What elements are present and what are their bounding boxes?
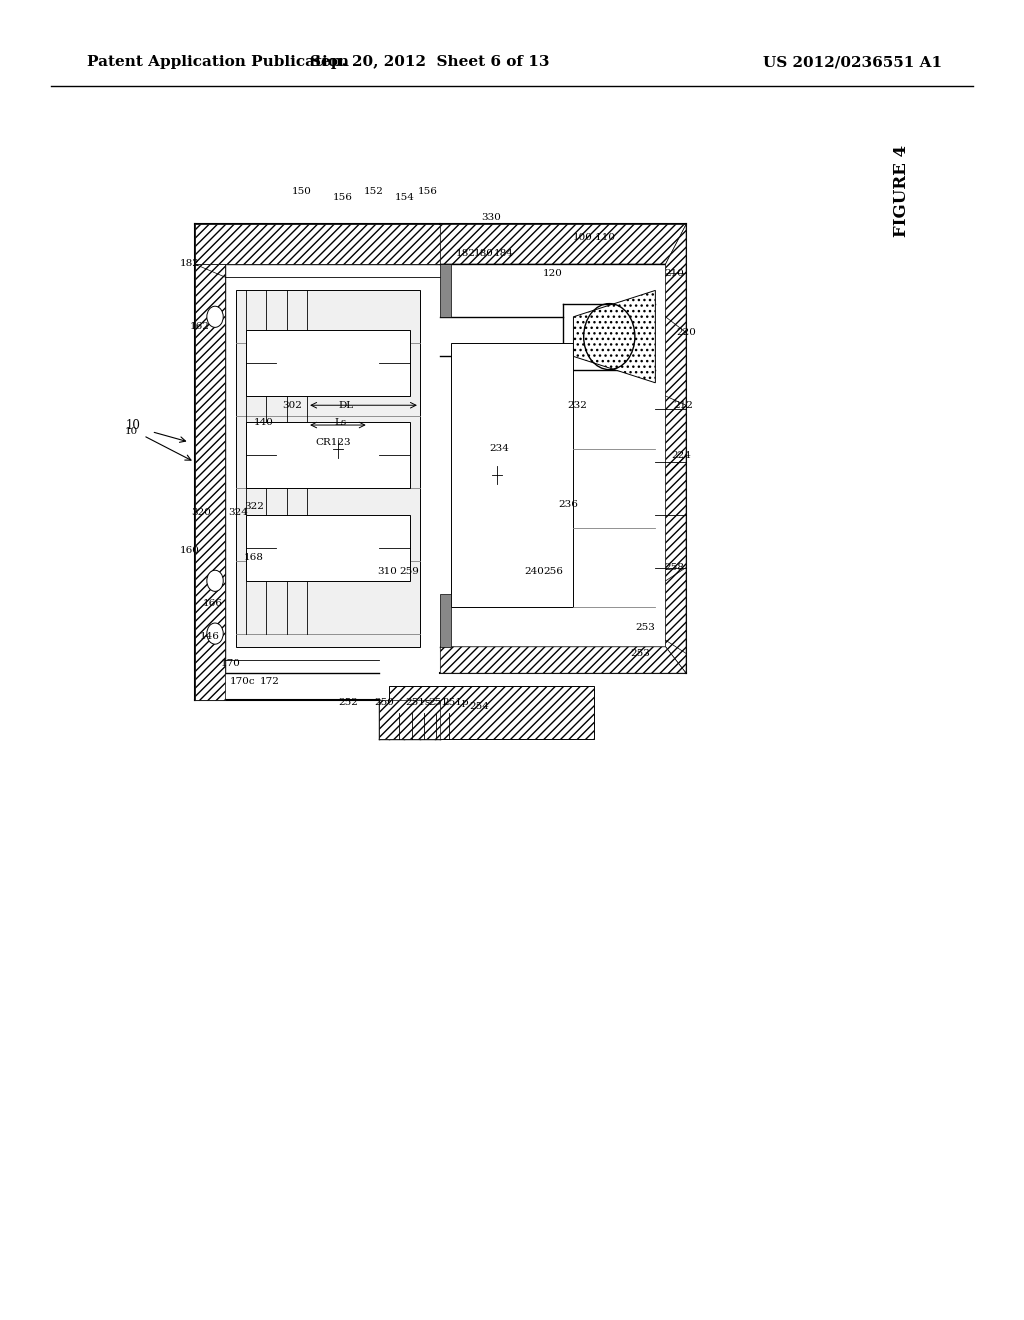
Text: 310: 310 <box>377 568 397 576</box>
Text: 146: 146 <box>200 632 220 640</box>
Text: 253: 253 <box>635 623 655 631</box>
Text: 236: 236 <box>558 500 579 508</box>
Text: 150: 150 <box>292 187 312 195</box>
Polygon shape <box>195 224 440 264</box>
Text: 182: 182 <box>179 260 200 268</box>
Text: 302: 302 <box>282 401 302 409</box>
Text: 10: 10 <box>126 418 140 432</box>
Text: 182: 182 <box>456 249 476 257</box>
Text: 160: 160 <box>179 546 200 554</box>
Text: 162: 162 <box>189 322 210 330</box>
Text: 259: 259 <box>399 568 420 576</box>
Text: Sep. 20, 2012  Sheet 6 of 13: Sep. 20, 2012 Sheet 6 of 13 <box>310 55 550 70</box>
Text: 320: 320 <box>190 508 211 516</box>
Text: 232: 232 <box>567 401 588 409</box>
Bar <box>440 594 451 647</box>
Text: 140: 140 <box>254 418 274 426</box>
Text: 154: 154 <box>394 194 415 202</box>
Bar <box>451 343 573 607</box>
Text: 256: 256 <box>543 568 563 576</box>
Text: 172: 172 <box>259 677 280 685</box>
Text: CR123: CR123 <box>315 438 350 446</box>
Bar <box>246 330 410 396</box>
Text: 180: 180 <box>473 249 494 257</box>
Bar <box>246 422 410 488</box>
Text: 212: 212 <box>673 401 693 409</box>
Circle shape <box>207 306 223 327</box>
Circle shape <box>207 570 223 591</box>
Bar <box>246 515 410 581</box>
Text: 250: 250 <box>374 698 394 706</box>
Text: DL: DL <box>339 401 353 409</box>
Text: 258: 258 <box>664 564 684 572</box>
Polygon shape <box>440 647 686 673</box>
Polygon shape <box>573 290 655 383</box>
Text: 210: 210 <box>664 269 684 277</box>
Bar <box>236 290 420 647</box>
Text: FIGURE 4: FIGURE 4 <box>893 145 909 238</box>
Polygon shape <box>379 700 440 739</box>
Text: 252: 252 <box>338 698 358 706</box>
Text: 253: 253 <box>630 649 650 657</box>
Polygon shape <box>195 264 225 700</box>
Text: 330: 330 <box>481 214 502 222</box>
Text: 166: 166 <box>203 599 223 607</box>
Text: 184: 184 <box>494 249 514 257</box>
Text: 322: 322 <box>244 503 264 511</box>
Text: 156: 156 <box>333 194 353 202</box>
Text: 251p: 251p <box>442 698 469 706</box>
Text: 224: 224 <box>671 451 691 459</box>
Text: 152: 152 <box>364 187 384 195</box>
Text: Patent Application Publication: Patent Application Publication <box>87 55 349 70</box>
Polygon shape <box>666 224 686 673</box>
Polygon shape <box>440 224 686 264</box>
Text: 170c: 170c <box>229 677 256 685</box>
Text: 234: 234 <box>489 445 510 453</box>
Text: Ls: Ls <box>335 418 347 426</box>
Text: 254: 254 <box>469 702 489 710</box>
Bar <box>440 264 451 317</box>
Text: 324: 324 <box>228 508 249 516</box>
Text: 168: 168 <box>244 553 264 561</box>
Text: 251s: 251s <box>406 698 430 706</box>
Text: 120: 120 <box>543 269 563 277</box>
Text: 170: 170 <box>220 660 241 668</box>
Text: 100,110: 100,110 <box>572 234 615 242</box>
Text: 240: 240 <box>524 568 545 576</box>
Circle shape <box>207 623 223 644</box>
Text: 251: 251 <box>428 698 449 706</box>
Text: 10: 10 <box>125 428 137 436</box>
Text: 156: 156 <box>418 187 438 195</box>
Text: US 2012/0236551 A1: US 2012/0236551 A1 <box>763 55 942 70</box>
Bar <box>389 686 594 739</box>
Text: 220: 220 <box>676 329 696 337</box>
